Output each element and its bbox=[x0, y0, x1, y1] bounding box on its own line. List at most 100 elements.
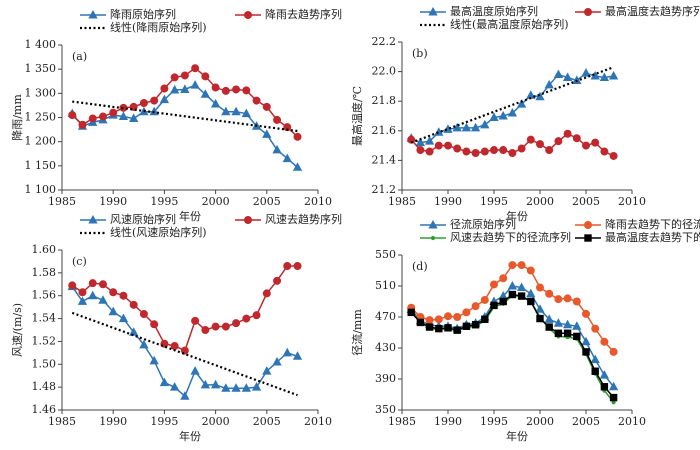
legend-label: 线性(降雨原始序列) bbox=[110, 20, 207, 34]
marker-circle bbox=[517, 144, 526, 153]
y-tick-label: 350 bbox=[375, 403, 396, 416]
legend-label: 降雨去趋势序列 bbox=[265, 7, 342, 21]
marker-circle bbox=[262, 102, 271, 111]
marker-circle bbox=[444, 141, 452, 150]
y-axis-label: 风速/(m/s) bbox=[11, 303, 24, 357]
marker-circle bbox=[600, 337, 609, 346]
marker-circle bbox=[563, 294, 572, 303]
marker-triangle bbox=[544, 314, 554, 323]
marker-circle bbox=[490, 280, 498, 289]
marker-circle bbox=[273, 115, 282, 124]
x-tick-label: 2000 bbox=[526, 415, 554, 428]
series-line bbox=[71, 265, 298, 352]
marker-circle bbox=[232, 319, 241, 328]
x-tick-label: 2000 bbox=[202, 195, 230, 208]
y-tick-label: 1.46 bbox=[32, 403, 57, 416]
x-tick-label: 1990 bbox=[434, 415, 462, 428]
marker-circle bbox=[609, 347, 618, 356]
marker-circle bbox=[119, 291, 128, 300]
x-tick-label: 2005 bbox=[253, 195, 281, 208]
legend-label: 风速去趋势序列 bbox=[265, 212, 342, 226]
trend-line bbox=[72, 100, 298, 133]
y-tick-label: 21.8 bbox=[372, 94, 397, 107]
marker-circle bbox=[68, 111, 77, 120]
marker-circle bbox=[232, 85, 241, 94]
marker-circle bbox=[490, 146, 498, 155]
marker-triangle bbox=[599, 72, 610, 82]
x-tick-label: 2005 bbox=[572, 195, 600, 208]
y-tick-label: 1 150 bbox=[25, 159, 57, 172]
marker-circle bbox=[572, 297, 581, 306]
x-axis-label: 年份 bbox=[506, 429, 528, 443]
marker-circle bbox=[221, 322, 230, 331]
marker-triangle bbox=[282, 153, 292, 163]
y-tick-label: 1 300 bbox=[25, 86, 57, 99]
marker-circle bbox=[609, 151, 618, 160]
marker-circle bbox=[545, 289, 554, 298]
marker-circle bbox=[283, 262, 292, 270]
marker-circle bbox=[434, 141, 443, 150]
x-tick-label: 2010 bbox=[618, 195, 646, 208]
x-tick-label: 2005 bbox=[572, 415, 600, 428]
marker-triangle bbox=[149, 355, 159, 365]
x-tick-label: 1985 bbox=[388, 415, 416, 428]
legend-marker bbox=[584, 8, 592, 16]
series-line bbox=[71, 84, 299, 168]
marker-circle bbox=[591, 138, 600, 147]
marker-triangle bbox=[562, 319, 573, 329]
marker-circle bbox=[582, 309, 590, 318]
y-tick-label: 1.52 bbox=[32, 334, 57, 347]
marker-square bbox=[499, 297, 507, 306]
marker-triangle bbox=[480, 119, 490, 129]
legend-marker bbox=[244, 11, 252, 19]
marker-triangle bbox=[241, 108, 251, 118]
y-tick-label: 390 bbox=[375, 372, 396, 385]
marker-triangle bbox=[581, 68, 591, 77]
marker-circle bbox=[425, 316, 434, 325]
marker-circle bbox=[221, 86, 230, 95]
marker-triangle bbox=[507, 107, 518, 117]
marker-circle bbox=[211, 322, 220, 331]
y-tick-label: 21.6 bbox=[372, 124, 397, 137]
marker-circle bbox=[98, 280, 107, 289]
marker-circle bbox=[407, 135, 416, 144]
marker-triangle bbox=[507, 280, 518, 290]
marker-circle bbox=[78, 288, 87, 297]
marker-triangle bbox=[77, 296, 88, 305]
marker-circle bbox=[591, 324, 600, 333]
legend-label: 降雨去趋势下的径流序列 bbox=[605, 217, 700, 231]
marker-circle bbox=[526, 135, 535, 144]
marker-circle bbox=[109, 288, 118, 297]
marker-circle bbox=[554, 295, 563, 304]
marker-triangle bbox=[190, 366, 200, 375]
marker-circle bbox=[434, 315, 443, 324]
marker-circle bbox=[425, 147, 434, 156]
marker-triangle bbox=[516, 99, 527, 108]
marker-triangle bbox=[169, 382, 180, 391]
y-axis-label: 降雨/mm bbox=[10, 94, 24, 141]
marker-circle bbox=[170, 73, 179, 82]
marker-triangle bbox=[241, 383, 251, 392]
legend-marker bbox=[428, 6, 438, 16]
marker-square bbox=[573, 332, 581, 341]
marker-triangle bbox=[581, 336, 591, 346]
marker-square bbox=[582, 348, 590, 356]
trend-line bbox=[71, 311, 298, 397]
marker-circle bbox=[444, 312, 452, 321]
marker-triangle bbox=[489, 112, 499, 121]
marker-square bbox=[425, 323, 434, 331]
marker-triangle bbox=[544, 79, 554, 89]
marker-square bbox=[545, 323, 553, 331]
legend-marker bbox=[244, 216, 252, 224]
x-tick-label: 2000 bbox=[526, 195, 554, 208]
y-tick-label: 1 250 bbox=[25, 111, 57, 124]
marker-square bbox=[508, 290, 517, 299]
legend-label: 风速原始序列 bbox=[110, 212, 176, 226]
marker-circle bbox=[242, 314, 251, 323]
marker-square bbox=[600, 383, 609, 391]
marker-circle bbox=[471, 302, 480, 311]
marker-triangle bbox=[221, 106, 231, 116]
marker-triangle bbox=[608, 381, 619, 391]
marker-circle bbox=[211, 83, 220, 92]
